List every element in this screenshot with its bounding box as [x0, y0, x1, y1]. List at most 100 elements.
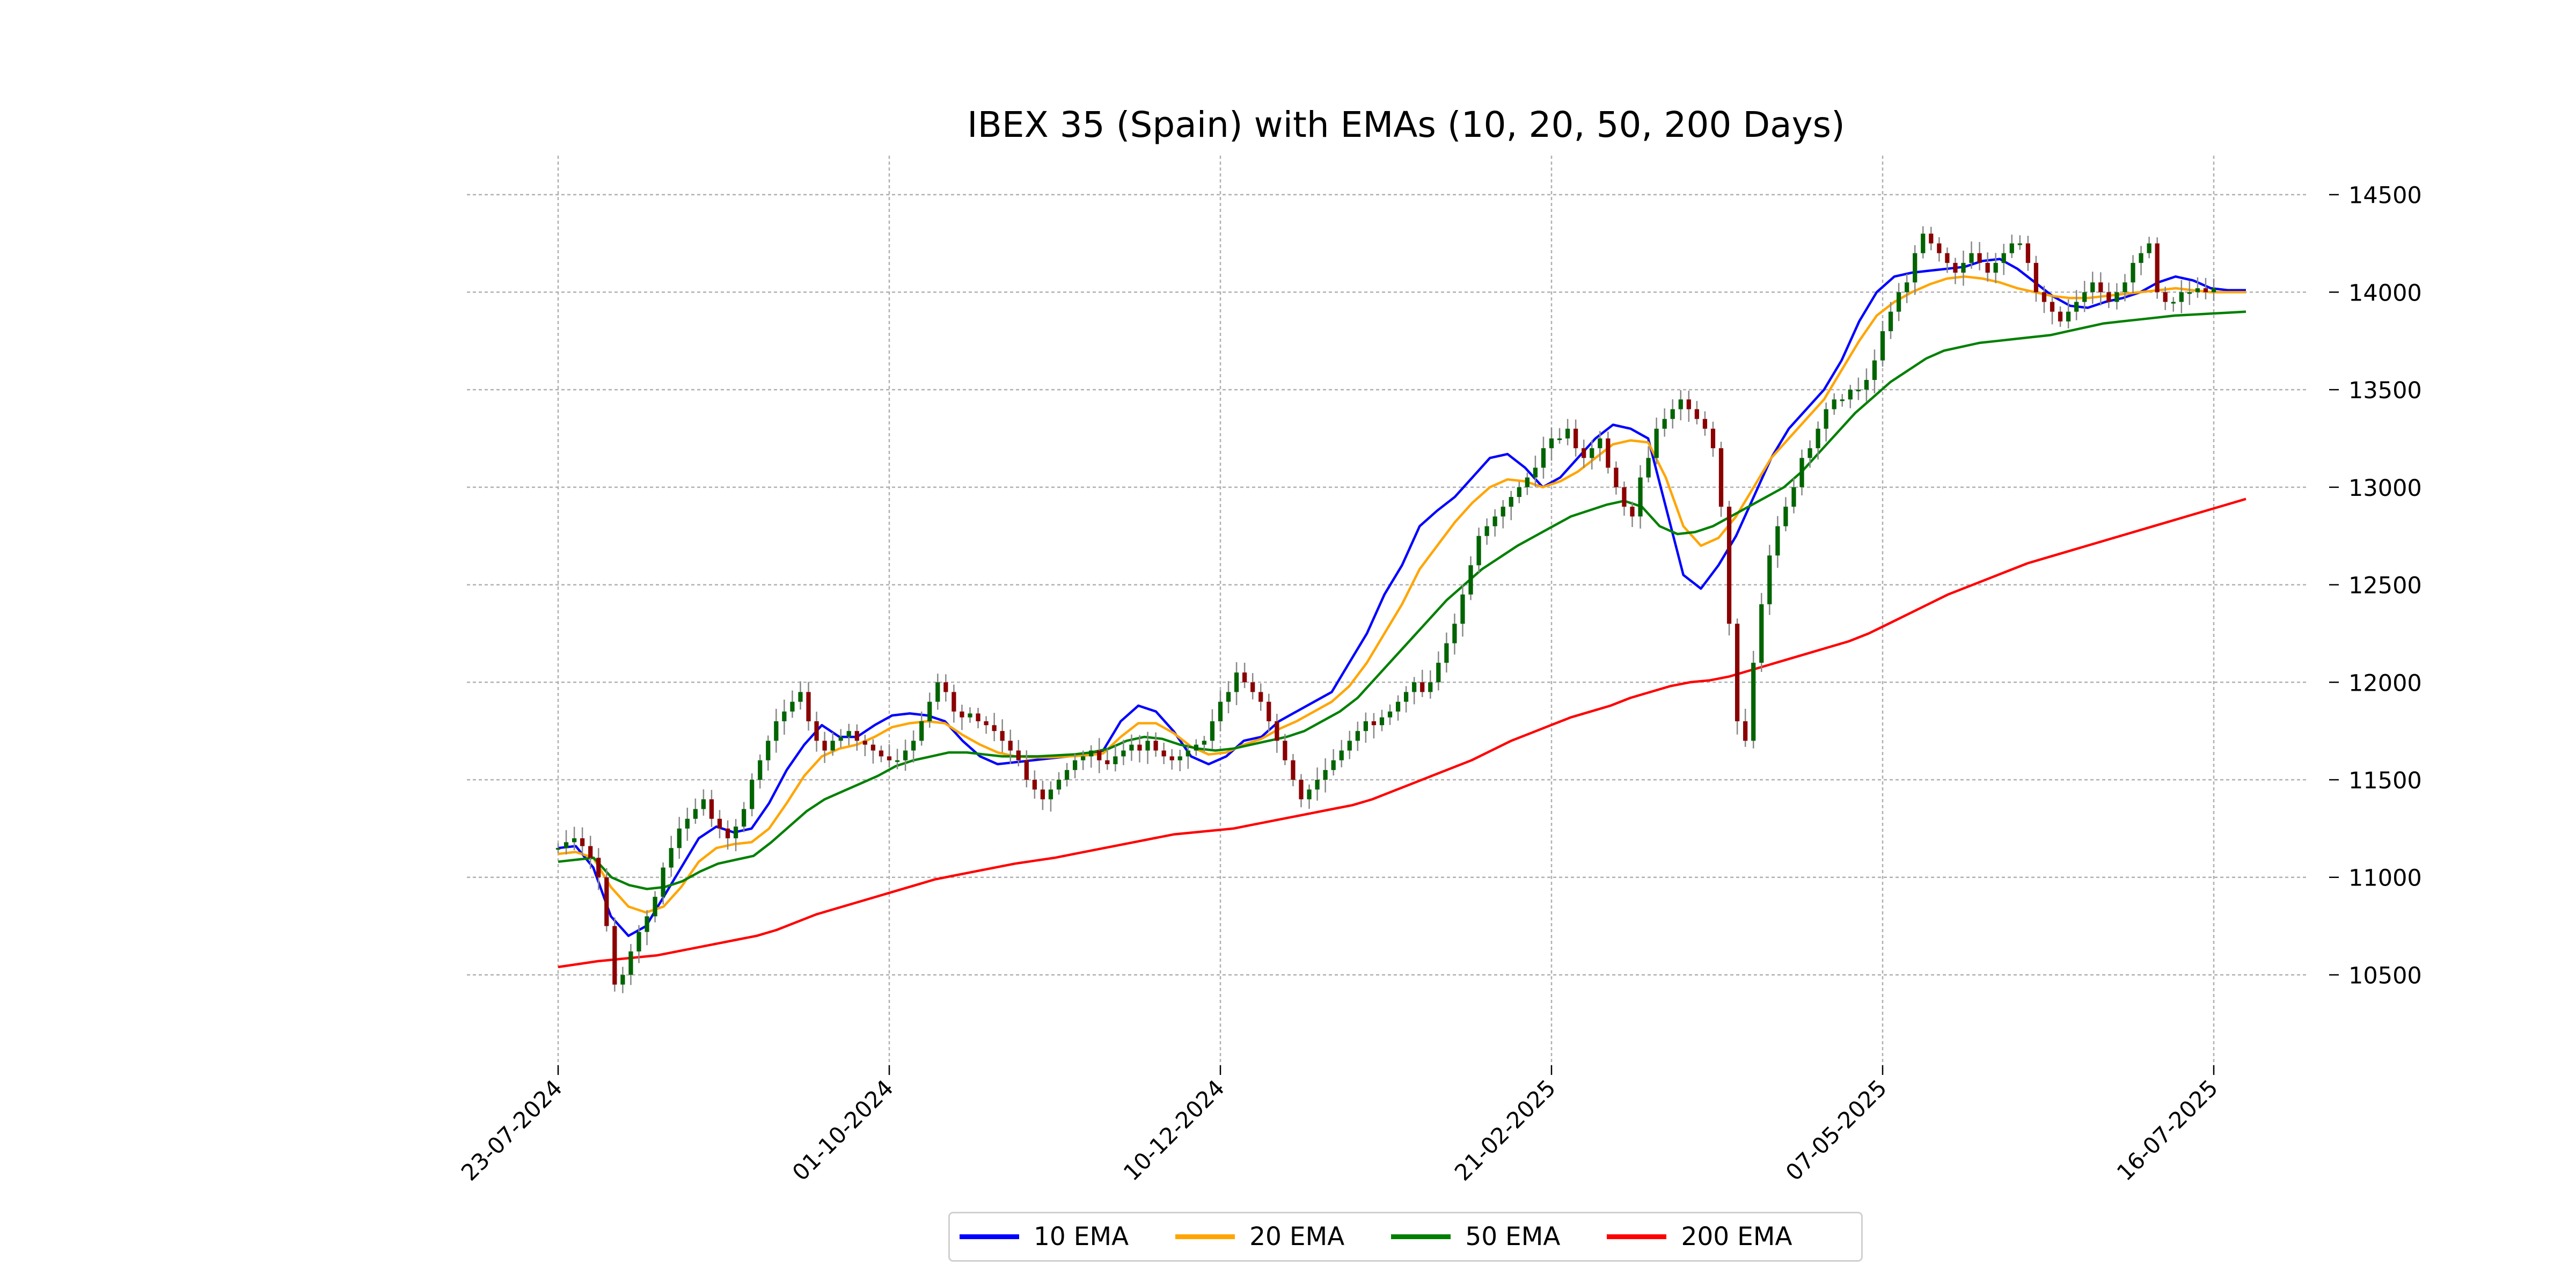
candle-up: [2187, 292, 2192, 294]
candle-up: [653, 897, 657, 917]
candle-up: [2147, 243, 2151, 253]
candle-down: [943, 682, 948, 692]
candle-up: [2171, 302, 2176, 304]
candle-up: [1202, 741, 1207, 745]
y-tick-label: 14500: [2348, 182, 2422, 209]
candle-up: [1379, 717, 1385, 726]
grid-layer: [467, 156, 2308, 1065]
candle-down: [1024, 760, 1029, 780]
candle-up: [1073, 760, 1078, 770]
candle-up: [919, 721, 924, 741]
candle-up: [1129, 744, 1134, 751]
candle-up: [774, 721, 779, 741]
candle-up: [1226, 692, 1231, 702]
candle-up: [1509, 497, 1513, 507]
candle-up: [636, 932, 641, 952]
candle-up: [927, 701, 932, 721]
x-tick-label: 23-07-2024: [456, 1074, 567, 1185]
candle-down: [1735, 624, 1740, 721]
candle-up: [572, 838, 577, 843]
legend-swatch-ema200: [1607, 1234, 1667, 1239]
ema200-line: [558, 497, 2246, 969]
candle-down: [1137, 744, 1142, 751]
candle-down: [612, 926, 617, 985]
candle-down: [1153, 741, 1158, 751]
candle-up: [2123, 282, 2127, 292]
legend-item-ema10: 10 EMA: [960, 1222, 1129, 1252]
candle-down: [580, 838, 585, 846]
candle-up: [1751, 662, 1756, 741]
candle-up: [798, 692, 803, 702]
legend-label-ema10: 10 EMA: [1034, 1222, 1129, 1252]
legend-item-ema50: 50 EMA: [1391, 1222, 1560, 1252]
candle-up: [1387, 711, 1393, 718]
candle-up: [1339, 750, 1344, 760]
legend-item-ema200: 200 EMA: [1607, 1222, 1792, 1252]
candle-up: [2090, 282, 2095, 292]
x-tick-label: 16-07-2025: [2112, 1074, 2223, 1185]
candle-up: [2001, 253, 2006, 263]
candle-up: [1113, 756, 1118, 764]
candle-down: [1283, 741, 1287, 760]
candle-down: [717, 818, 722, 829]
candle-up: [1347, 741, 1352, 751]
candle-up: [1864, 379, 1869, 390]
candle-up: [1840, 399, 1845, 401]
legend-label-ema200: 200 EMA: [1681, 1222, 1792, 1252]
candle-up: [1759, 604, 1764, 663]
candle-down: [2033, 262, 2039, 292]
candle-down: [952, 692, 956, 712]
candle-up: [1807, 448, 1812, 458]
candle-down: [887, 756, 892, 760]
candle-up: [555, 848, 561, 850]
candle-down: [992, 725, 997, 731]
candle-down: [822, 741, 827, 751]
candle-down: [1606, 438, 1611, 468]
candle-up: [1921, 233, 1926, 253]
candle-up: [669, 848, 674, 868]
candle-up: [1856, 390, 1861, 392]
candle-up: [1654, 428, 1659, 458]
candle-up: [2179, 292, 2184, 302]
candle-up: [1896, 292, 1901, 312]
candle-down: [2098, 282, 2103, 292]
candle-layer: [555, 226, 2216, 993]
candle-up: [830, 741, 835, 751]
candle-up: [1064, 770, 1070, 780]
candle-up: [1816, 428, 1820, 449]
candle-up: [1533, 467, 1538, 478]
candle-down: [1726, 507, 1732, 624]
candle-down: [1702, 419, 1708, 429]
candle-up: [782, 711, 787, 721]
candle-down: [1622, 487, 1627, 507]
candle-down: [1032, 780, 1037, 790]
candle-up: [1888, 311, 1893, 332]
candle-down: [1582, 448, 1586, 458]
candle-up: [1210, 721, 1215, 741]
candle-down: [1420, 682, 1425, 692]
candle-up: [1395, 701, 1401, 712]
candle-down: [2203, 288, 2208, 292]
candle-down: [725, 828, 730, 839]
candle-up: [1363, 721, 1368, 731]
candle-up: [1218, 701, 1223, 721]
candle-up: [733, 826, 738, 839]
candle-down: [1275, 721, 1279, 741]
candle-down: [1686, 399, 1691, 409]
candle-up: [1194, 744, 1198, 751]
candle-down: [1097, 750, 1102, 760]
candle-down: [1937, 243, 1942, 253]
candle-down: [1718, 448, 1724, 507]
candle-down: [709, 799, 714, 819]
candle-up: [1056, 780, 1062, 790]
candle-up: [766, 741, 771, 760]
candle-up: [1048, 789, 1053, 800]
candle-up: [1824, 409, 1828, 429]
candle-up: [2017, 243, 2022, 245]
candle-up: [1412, 682, 1417, 692]
candle-down: [862, 741, 867, 745]
candle-down: [1977, 253, 1982, 263]
candle-up: [895, 760, 900, 762]
candle-up: [1460, 594, 1465, 624]
candle-down: [1016, 750, 1021, 760]
